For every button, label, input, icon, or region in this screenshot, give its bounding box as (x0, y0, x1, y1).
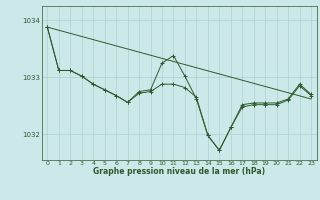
X-axis label: Graphe pression niveau de la mer (hPa): Graphe pression niveau de la mer (hPa) (93, 167, 265, 176)
